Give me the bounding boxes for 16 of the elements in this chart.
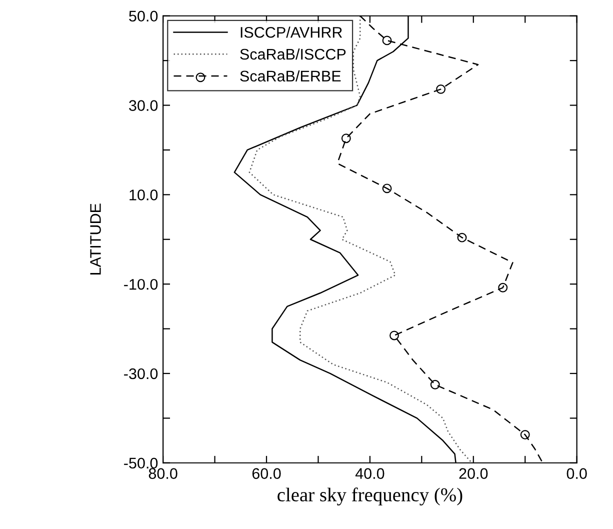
legend-label: ScaRaB/ERBE — [240, 70, 341, 82]
y-tick-label: -50.0 — [124, 458, 158, 469]
y-axis-title: LATITUDE — [90, 204, 101, 274]
x-tick-label: 40.0 — [355, 468, 384, 479]
x-tick-label: 0.0 — [566, 468, 587, 479]
x-tick-label: 60.0 — [252, 468, 281, 479]
x-tick-label: 20.0 — [459, 468, 488, 479]
y-tick-label: -10.0 — [124, 278, 158, 290]
y-tick-label: 10.0 — [130, 190, 158, 200]
x-axis-title: clear sky frequency (%) — [278, 488, 462, 506]
y-tick-label: 50.0 — [129, 10, 158, 22]
legend-label: ISCCP/AVHRR — [240, 26, 342, 38]
y-tick-label: -30.0 — [124, 368, 158, 380]
y-tick-label: 30.0 — [129, 100, 158, 111]
x-tick-label: 80.0 — [148, 468, 178, 479]
legend-label: ScaRaB/ISCCP — [240, 48, 346, 60]
